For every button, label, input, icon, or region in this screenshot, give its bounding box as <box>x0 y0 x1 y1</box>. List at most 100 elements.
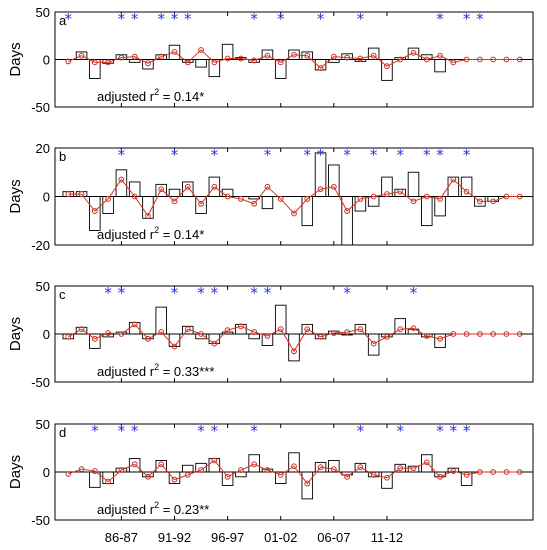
bar <box>434 333 446 348</box>
significance-star: * <box>131 422 139 440</box>
significance-star: * <box>197 422 205 440</box>
fitted-point <box>91 59 98 66</box>
fitted-point <box>171 198 178 205</box>
fitted-point <box>384 63 390 70</box>
bar <box>354 462 367 473</box>
significance-star: * <box>476 10 484 28</box>
significance-star: * <box>171 146 179 164</box>
fitted-point <box>463 471 470 478</box>
bar <box>195 196 207 214</box>
fitted-point <box>463 331 470 337</box>
bar <box>182 464 194 473</box>
y-tick-label: 50 <box>36 279 50 294</box>
y-tick-label: -50 <box>31 100 50 115</box>
fitted-point <box>437 335 443 342</box>
fitted-point <box>423 333 430 339</box>
y-tick-label: 50 <box>36 5 50 20</box>
y-tick-label: -50 <box>31 513 50 528</box>
fitted-point <box>344 54 351 61</box>
x-tick-label: 96-97 <box>211 530 244 545</box>
bar <box>354 323 367 335</box>
fitted-point <box>503 193 510 200</box>
fitted-point <box>184 471 191 478</box>
fitted-point <box>291 348 297 355</box>
bar <box>407 47 420 60</box>
fitted-point <box>131 321 138 328</box>
fitted-line <box>68 323 520 353</box>
x-tick-label: 01-02 <box>264 530 297 545</box>
significance-star: * <box>357 10 365 28</box>
fitted-point <box>105 330 112 336</box>
significance-star: * <box>118 146 126 164</box>
significance-star: * <box>396 146 404 164</box>
bar <box>208 176 221 197</box>
fitted-point <box>105 59 112 66</box>
significance-star: * <box>131 10 139 28</box>
bar <box>208 333 221 345</box>
bar <box>367 47 380 60</box>
fitted-point <box>78 191 85 197</box>
fitted-point <box>344 473 351 480</box>
fitted-point <box>264 52 271 59</box>
fitted-point <box>224 327 231 334</box>
fitted-point <box>78 326 85 333</box>
fitted-point <box>251 329 258 335</box>
r-squared-annotation: adjusted r2 = 0.14* <box>97 225 204 242</box>
bar <box>89 333 101 349</box>
fitted-point <box>503 469 510 475</box>
fitted-point <box>304 326 311 333</box>
r-squared-annotation: adjusted r2 = 0.23** <box>97 500 209 517</box>
fitted-point <box>423 193 430 200</box>
significance-star: * <box>104 284 112 302</box>
y-tick-label: -50 <box>31 375 50 390</box>
fitted-point <box>370 340 377 347</box>
significance-star: * <box>65 10 73 28</box>
fitted-point <box>330 53 337 60</box>
fitted-point <box>158 186 165 193</box>
fitted-point <box>251 461 258 468</box>
fitted-point <box>516 331 523 337</box>
bar <box>89 471 101 488</box>
bar <box>142 59 154 70</box>
fitted-point <box>291 51 297 58</box>
bar <box>261 49 274 60</box>
bar <box>381 471 393 489</box>
significance-star: * <box>197 284 205 302</box>
fitted-point <box>277 59 284 66</box>
fitted-point <box>277 196 284 202</box>
fitted-point <box>516 469 523 475</box>
fitted-point <box>198 47 204 53</box>
x-tick-label: 91-92 <box>158 530 191 545</box>
bar <box>394 188 406 197</box>
significance-star: * <box>463 10 471 28</box>
fitted-point <box>251 200 258 207</box>
fitted-point <box>304 196 311 202</box>
panel-d: -50 0 50 Days * * * * * * * * * * * d adjusted r2 = 0.23… <box>7 417 534 528</box>
fitted-point <box>211 340 218 347</box>
fitted-point <box>384 474 390 481</box>
bar <box>89 196 101 231</box>
bar <box>155 460 167 473</box>
fitted-point <box>264 467 271 473</box>
fitted-point <box>304 480 311 487</box>
bar <box>195 59 207 68</box>
bar <box>407 171 420 197</box>
bar <box>288 452 300 473</box>
fitted-point <box>158 461 165 468</box>
y-axis-label: Days <box>7 179 24 213</box>
bar <box>168 188 181 197</box>
bar <box>434 59 446 73</box>
panel-letter: c <box>59 287 66 302</box>
significance-star: * <box>211 422 219 440</box>
fitted-line <box>68 49 520 69</box>
fitted-point <box>198 467 204 473</box>
significance-star: * <box>211 146 219 164</box>
fitted-point <box>490 331 497 337</box>
fitted-line <box>68 459 520 485</box>
y-tick-label: 0 <box>43 465 50 480</box>
fitted-point <box>516 56 523 63</box>
fitted-point <box>237 196 244 202</box>
fitted-point <box>118 176 125 183</box>
fitted-point <box>357 55 364 62</box>
